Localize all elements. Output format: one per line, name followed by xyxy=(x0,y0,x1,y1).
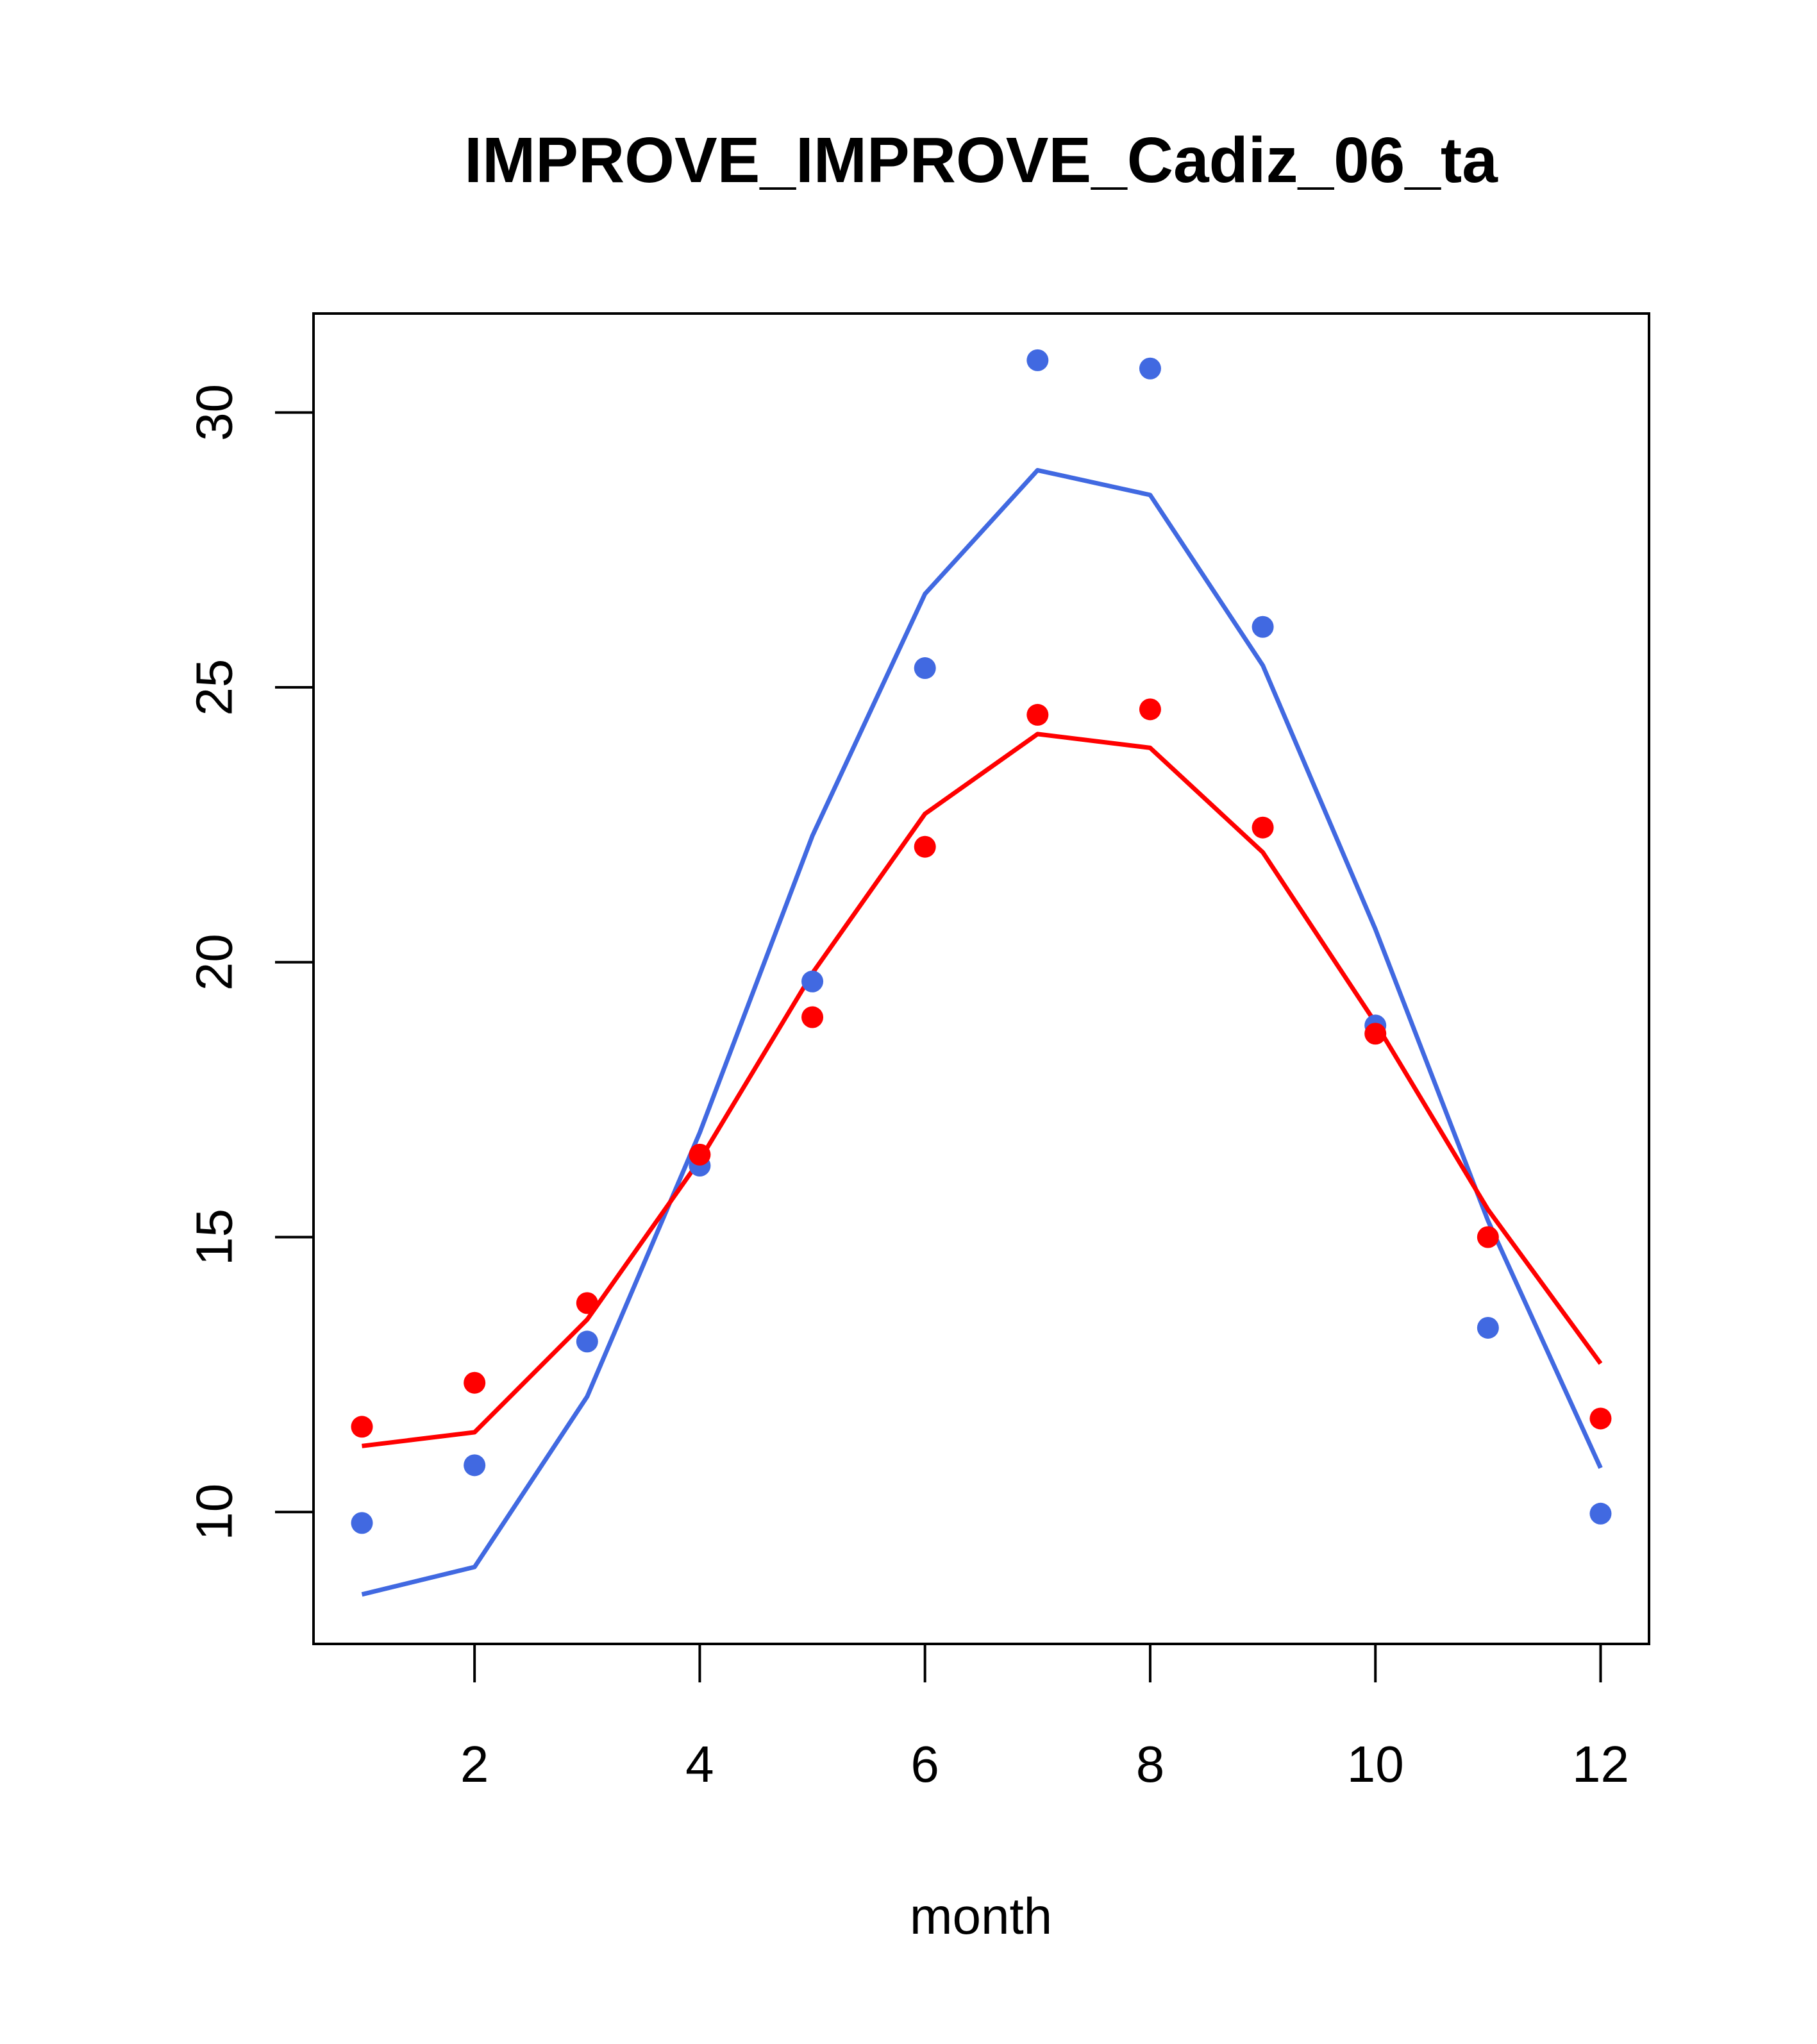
y-tick-label: 10 xyxy=(186,1484,243,1541)
series-2-line xyxy=(362,732,1603,1448)
x-tick-label: 10 xyxy=(1347,1736,1404,1793)
series-1-point xyxy=(1589,1502,1612,1525)
x-tick-label: 8 xyxy=(1136,1736,1165,1793)
y-axis: 10 15 20 25 30 xyxy=(186,384,315,1541)
series-1-point xyxy=(576,1330,598,1353)
series-2-point xyxy=(464,1371,486,1394)
y-tick-label: 20 xyxy=(186,934,243,991)
series-2-point xyxy=(1477,1226,1499,1248)
series-1-line xyxy=(361,467,1603,1597)
series-2-point xyxy=(351,1416,373,1438)
series-1-point xyxy=(914,657,936,680)
series-2-point xyxy=(1139,698,1161,721)
x-tick-label: 6 xyxy=(910,1736,939,1793)
series-1-point xyxy=(1477,1316,1499,1339)
plot-area xyxy=(351,349,1612,1597)
series-2-point xyxy=(1252,816,1274,839)
chart-title: IMPROVE_IMPROVE_Cadiz_06_ta xyxy=(464,124,1498,196)
series-2-point xyxy=(1589,1407,1612,1430)
plot-frame xyxy=(312,312,1650,1645)
series-2-point xyxy=(1026,703,1049,726)
series-2-point xyxy=(914,835,936,858)
series-1-point xyxy=(1026,349,1049,371)
series-2-point xyxy=(576,1292,598,1314)
y-tick-label: 30 xyxy=(186,384,243,441)
x-tick-label: 4 xyxy=(685,1736,714,1793)
series-2-point xyxy=(689,1143,711,1166)
x-axis: 2 4 6 8 10 12 xyxy=(460,1643,1629,1793)
series-1-point xyxy=(351,1512,373,1534)
series-2-point xyxy=(1364,1023,1387,1045)
x-axis-title: month xyxy=(910,1888,1052,1945)
series-1-point xyxy=(1139,357,1161,380)
x-tick-label: 2 xyxy=(460,1736,489,1793)
x-tick-label: 12 xyxy=(1572,1736,1629,1793)
series-2-point xyxy=(801,1006,824,1028)
series-1-point xyxy=(1252,616,1274,638)
y-tick-label: 25 xyxy=(186,659,243,716)
series-1-point xyxy=(801,970,824,993)
y-tick-label: 15 xyxy=(186,1209,243,1266)
series-1-point xyxy=(464,1454,486,1477)
